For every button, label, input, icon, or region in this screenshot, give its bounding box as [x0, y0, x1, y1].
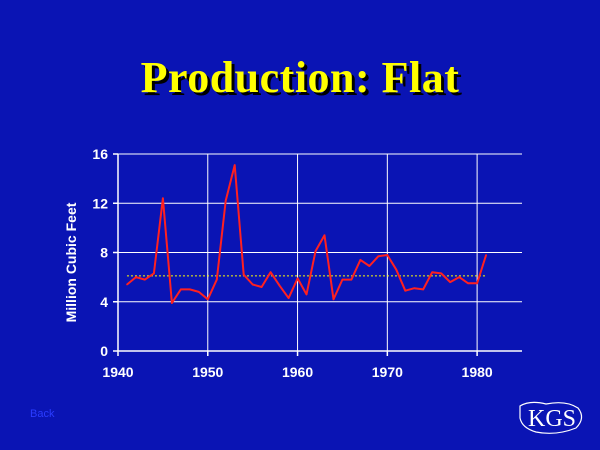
y-tick-label: 16: [92, 146, 108, 162]
x-tick-label: 1940: [102, 364, 133, 380]
data-point: [198, 291, 200, 293]
kgs-logo-outline: [519, 401, 583, 434]
x-tick-label: 1970: [372, 364, 403, 380]
y-axis-title: Million Cubic Feet: [63, 202, 79, 322]
data-point: [332, 298, 335, 301]
data-point: [305, 293, 308, 296]
data-point: [171, 302, 173, 304]
x-tick-label: 1980: [462, 364, 493, 380]
y-tick-label: 12: [92, 195, 108, 211]
data-point: [413, 287, 416, 290]
chart-series: [126, 164, 488, 304]
chart-labels: 0 4 8 12 16 1940 1950 1960 1970 1980 Million Cubic…: [63, 146, 493, 380]
data-point: [458, 276, 460, 278]
kgs-logo-text: KGS: [528, 406, 576, 432]
data-point: [485, 254, 487, 256]
data-point: [162, 197, 164, 200]
slide-title: Production: Flat: [140, 53, 460, 102]
series-line-production: [126, 164, 488, 304]
data-point: [215, 278, 218, 281]
chart-axes: [113, 153, 522, 356]
data-point: [278, 284, 281, 287]
data-point: [404, 289, 407, 292]
data-point: [350, 278, 353, 281]
y-tick-label: 8: [100, 245, 108, 261]
data-point: [126, 283, 128, 286]
data-point: [449, 281, 451, 283]
data-point: [269, 271, 272, 274]
data-point: [287, 297, 290, 299]
data-point: [206, 298, 209, 301]
data-point: [422, 288, 425, 291]
kgs-logo: KGS: [519, 401, 583, 434]
x-tick-label: 1950: [192, 364, 223, 380]
data-point: [296, 277, 299, 280]
data-point: [368, 265, 371, 267]
x-tick-label: 1960: [282, 364, 313, 380]
data-point: [180, 288, 182, 291]
data-point: [440, 272, 443, 275]
back-link[interactable]: Back: [30, 408, 55, 420]
data-point: [323, 234, 326, 237]
data-point: [314, 250, 317, 253]
data-point: [242, 273, 245, 276]
data-point: [189, 288, 191, 291]
data-point: [377, 255, 380, 257]
data-point: [476, 282, 478, 285]
y-tick-label: 4: [100, 294, 108, 310]
data-point: [359, 259, 362, 261]
data-point: [135, 276, 137, 278]
data-point: [260, 286, 263, 288]
data-point: [153, 272, 155, 275]
chart-grid: [118, 153, 522, 351]
data-point: [251, 283, 254, 286]
data-point: [341, 278, 344, 281]
y-tick-label: 0: [100, 343, 108, 359]
data-point: [144, 278, 146, 281]
data-point: [467, 282, 469, 285]
data-point: [431, 271, 434, 274]
data-point: [395, 268, 398, 271]
data-point: [233, 164, 236, 166]
data-point: [386, 254, 389, 256]
data-point: [224, 199, 227, 202]
